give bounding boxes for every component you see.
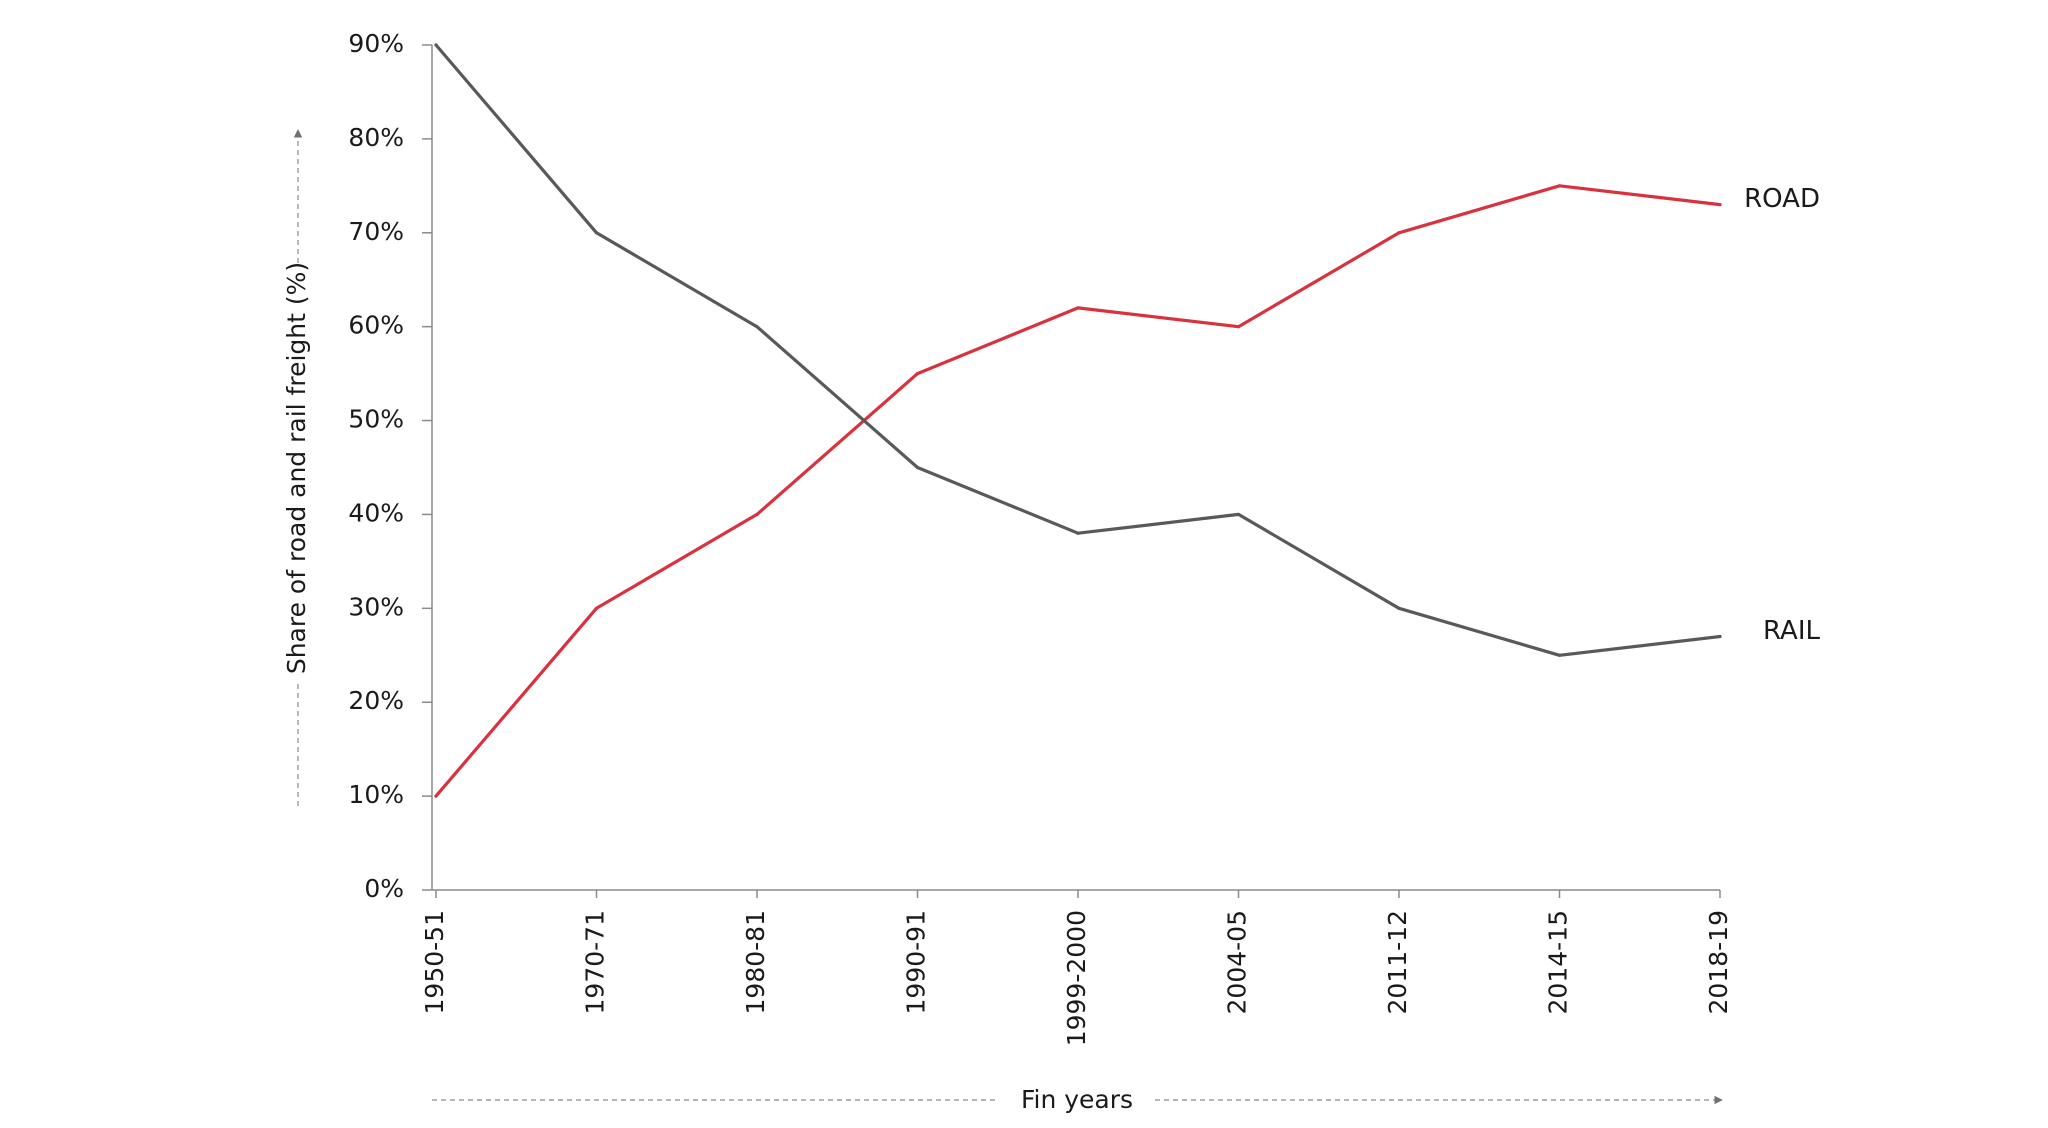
- series-label-rail: RAIL: [1763, 616, 1820, 646]
- series-line-road: [434, 184, 1722, 798]
- x-tick-label: 2018-19: [1704, 910, 1733, 1014]
- y-axis-title-group: Share of road and rail freight (%): [282, 129, 311, 806]
- data-point-road: [1236, 325, 1241, 329]
- data-point-rail: [434, 43, 438, 47]
- x-axis: 1950-51 1970-71 1980-81 1990-91 1999-2000 200…: [420, 889, 1733, 1046]
- data-point-road: [1557, 184, 1562, 188]
- y-axis: 0% 10% 20% 30% 40% 50% 60% 70% 80% 90%: [348, 29, 433, 903]
- x-tick-label: 1950-51: [420, 910, 449, 1014]
- data-point-rail: [915, 465, 920, 470]
- y-tick-label: 70%: [348, 217, 404, 246]
- series-lines: [434, 43, 1722, 798]
- y-axis-title: Share of road and rail freight (%): [282, 262, 311, 674]
- y-ticks: 0% 10% 20% 30% 40% 50% 60% 70% 80% 90%: [348, 29, 432, 903]
- data-point-road: [1718, 203, 1722, 207]
- series-line-rail: [434, 43, 1722, 657]
- data-point-rail: [1397, 606, 1401, 610]
- series-label-road: ROAD: [1744, 184, 1820, 214]
- y-tick-label: 50%: [348, 405, 404, 434]
- x-ticks: 1950-51 1970-71 1980-81 1990-91 1999-2000 200…: [420, 890, 1733, 1046]
- data-point-rail: [1557, 653, 1562, 657]
- y-tick-label: 20%: [348, 686, 404, 715]
- data-point-rail: [1236, 512, 1241, 517]
- y-tick-label: 90%: [348, 29, 404, 58]
- y-tick-label: 10%: [348, 780, 404, 809]
- x-tick-label: 2014-15: [1544, 910, 1573, 1014]
- data-point-rail: [594, 231, 599, 235]
- y-tick-label: 30%: [348, 592, 404, 621]
- x-tick-label: 2011-12: [1383, 910, 1412, 1014]
- x-tick-label: 2004-05: [1223, 910, 1252, 1014]
- data-point-road: [1397, 231, 1401, 235]
- data-point-rail: [1718, 634, 1722, 639]
- x-tick-label: 1980-81: [741, 910, 770, 1014]
- data-point-road: [434, 794, 438, 798]
- x-tick-label: 1999-2000: [1062, 910, 1091, 1046]
- data-point-rail: [1076, 531, 1080, 535]
- y-tick-label: 0%: [364, 874, 404, 903]
- data-point-rail: [755, 325, 759, 329]
- data-point-road: [915, 372, 920, 376]
- x-axis-title-group: Fin years: [432, 1085, 1723, 1114]
- x-axis-title: Fin years: [1021, 1085, 1133, 1114]
- y-tick-label: 40%: [348, 498, 404, 527]
- x-tick-label: 1990-91: [902, 910, 931, 1014]
- series-labels: ROAD RAIL: [1744, 184, 1820, 646]
- data-point-road: [1076, 306, 1080, 310]
- data-point-road: [594, 606, 599, 610]
- x-tick-label: 1970-71: [581, 910, 610, 1014]
- y-tick-label: 60%: [348, 311, 404, 340]
- data-point-road: [755, 512, 759, 517]
- y-tick-label: 80%: [348, 123, 404, 152]
